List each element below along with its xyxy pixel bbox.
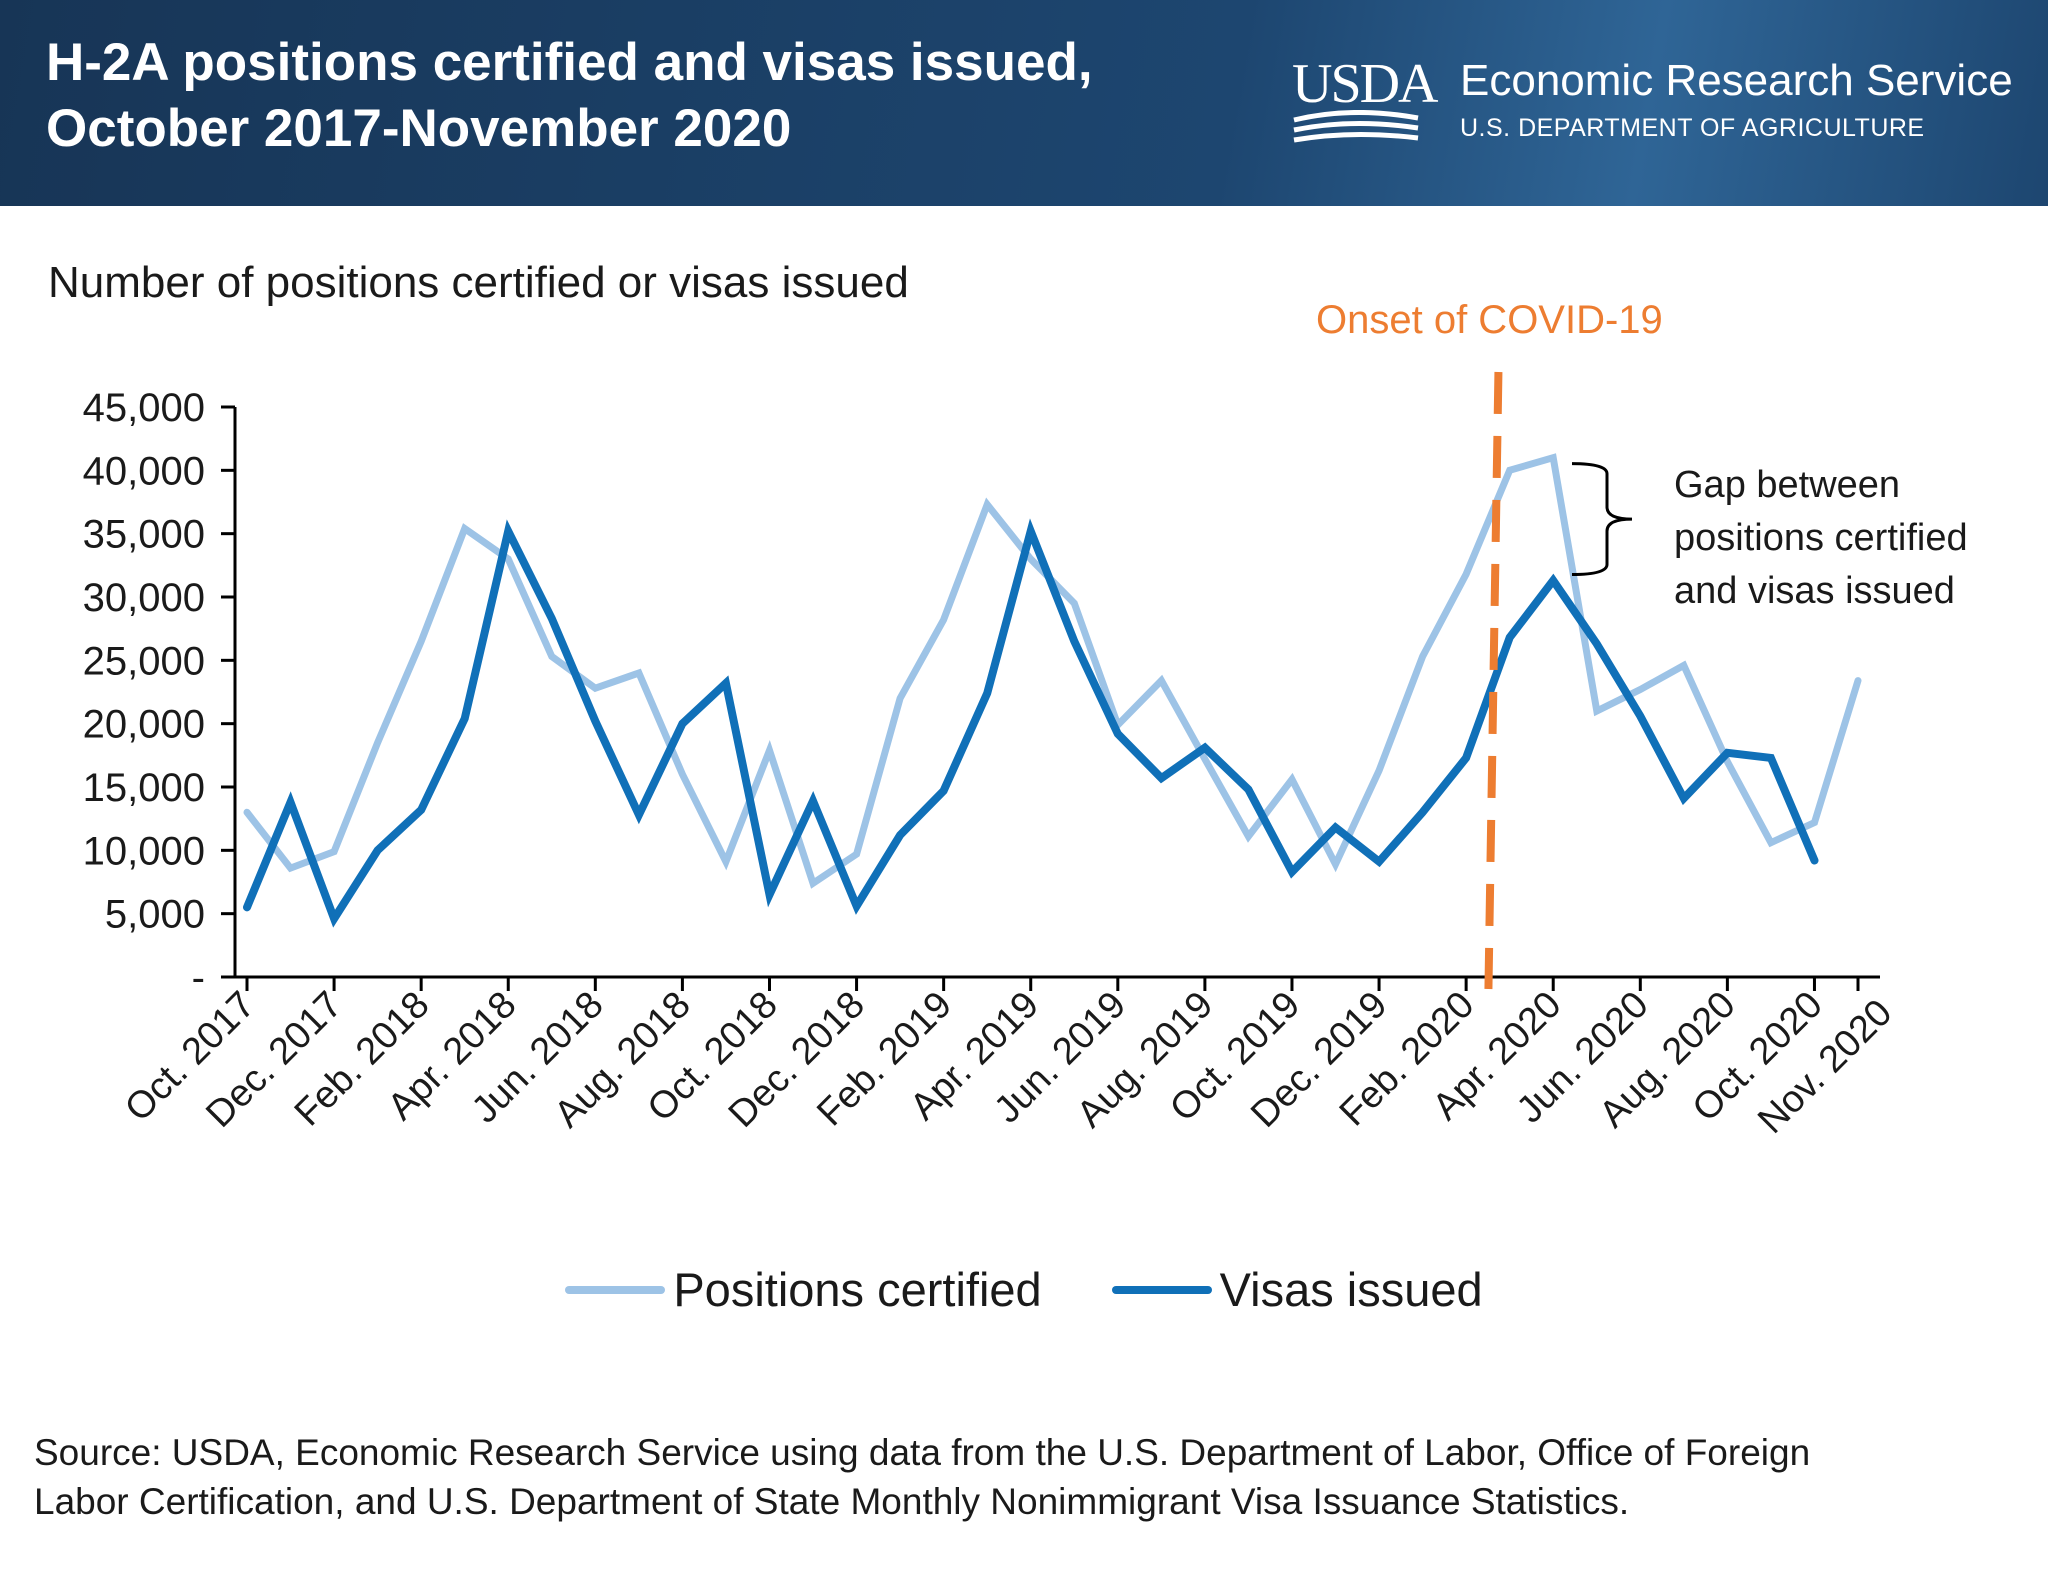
y-tick-label: 25,000 <box>83 639 205 683</box>
legend-label: Visas issued <box>1219 1263 1483 1316</box>
gap-annotation-line: Gap between <box>1674 464 1900 506</box>
gap-annotation-line: and visas issued <box>1674 570 1955 612</box>
legend-swatch <box>1111 1285 1212 1294</box>
title-line-2: October 2017-November 2020 <box>46 99 792 158</box>
legend-item-visas: Visas issued <box>1111 1262 1483 1317</box>
y-tick-label: 20,000 <box>83 703 205 747</box>
source-line-1: Source: USDA, Economic Research Service … <box>34 1432 1811 1473</box>
legend-item-positions: Positions certified <box>565 1262 1042 1317</box>
source-line-2: Labor Certification, and U.S. Department… <box>34 1481 1630 1522</box>
gap-annotation-label: Gap between positions certified and visas … <box>1674 464 1968 612</box>
y-tick-label: 30,000 <box>83 576 205 620</box>
title-line-1: H-2A positions certified and visas issue… <box>46 33 1093 92</box>
y-tick-label: 40,000 <box>83 449 205 493</box>
usda-waves-icon <box>1293 110 1419 143</box>
covid-onset-line <box>1484 371 1503 990</box>
source-note: Source: USDA, Economic Research Service … <box>34 1428 2024 1526</box>
y-tick-label: 45,000 <box>83 386 205 430</box>
legend-swatch <box>565 1285 666 1294</box>
y-tick-label: 35,000 <box>83 513 205 557</box>
y-tick-label: - <box>192 956 205 1000</box>
y-tick-label: 15,000 <box>83 766 205 810</box>
department-name: U.S. DEPARTMENT OF AGRICULTURE <box>1460 114 1925 142</box>
y-tick-label: 5,000 <box>105 893 205 937</box>
agency-name: Economic Research Service <box>1460 56 2013 105</box>
axes: - 5,000 10,000 15,000 20,000 25,000 30,000 35,0… <box>83 386 1901 1142</box>
legend: Positions certified Visas issued <box>0 1262 2048 1317</box>
brace-icon <box>1571 462 1633 577</box>
usda-logo-text: USDA <box>1292 53 1438 115</box>
chart-title: H-2A positions certified and visas issue… <box>46 30 1093 162</box>
covid-onset-label: Onset of COVID-19 <box>1316 298 1663 342</box>
y-axis-title: Number of positions certified or visas i… <box>48 258 909 307</box>
annotations: Onset of COVID-19 Gap between positions ce… <box>1316 298 1968 990</box>
y-tick-label: 10,000 <box>83 829 205 873</box>
gap-annotation-line: positions certified <box>1674 517 1968 559</box>
legend-label: Positions certified <box>673 1263 1042 1316</box>
line-chart: - 5,000 10,000 15,000 20,000 25,000 30,000 35,0… <box>83 298 1968 1142</box>
series-lines <box>243 453 1862 928</box>
header-banner: H-2A positions certified and visas issue… <box>0 0 2048 206</box>
